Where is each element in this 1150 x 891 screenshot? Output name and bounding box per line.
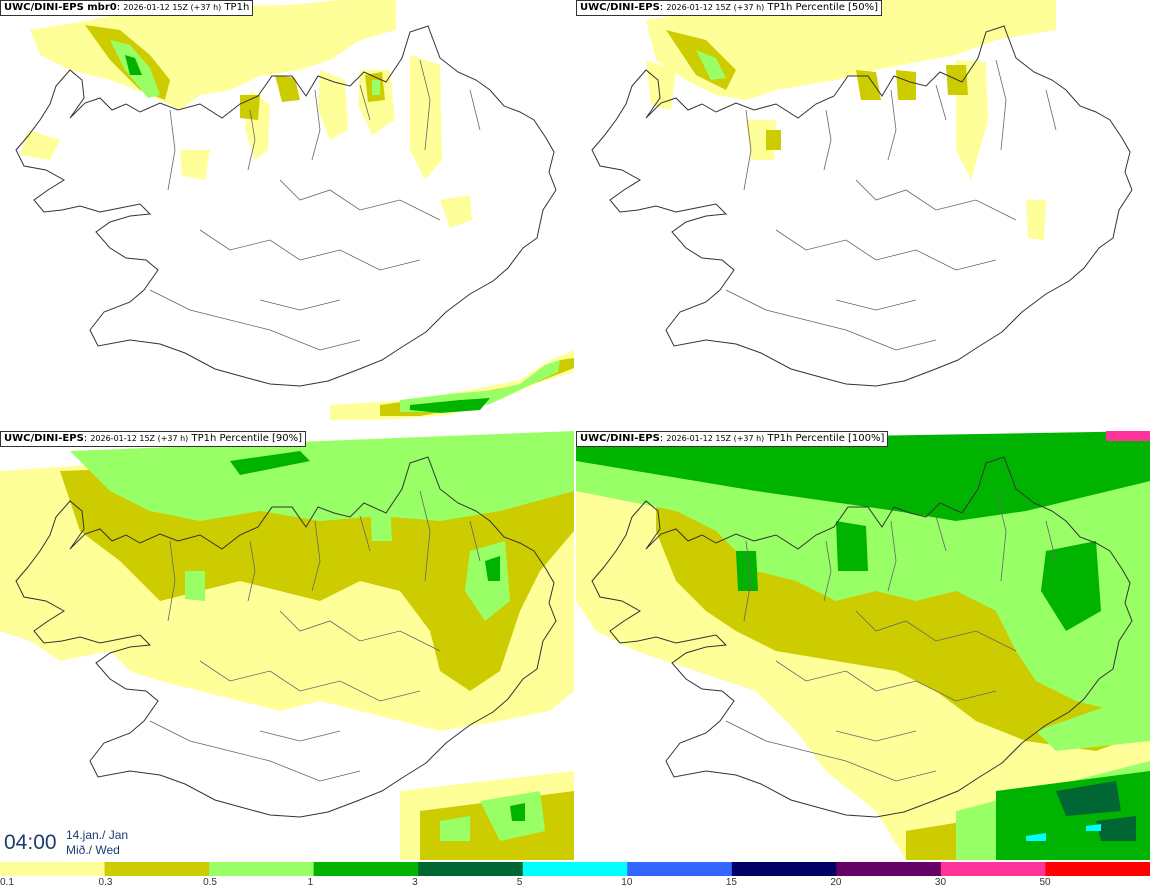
colorbar-swatch <box>418 862 524 876</box>
precip-map-p90 <box>0 431 574 860</box>
colorbar-tick-label: 0.5 <box>203 877 217 888</box>
colorbar-tick-label: 50 <box>1039 877 1051 888</box>
colorbar <box>0 862 1150 876</box>
colorbar-swatch <box>209 862 315 876</box>
colorbar-tick-label: 0.1 <box>0 877 14 888</box>
colorbar-tick-label: 0.3 <box>98 877 113 888</box>
colorbar-swatch <box>836 862 942 876</box>
colorbar-swatches <box>0 862 1150 876</box>
colorbar-swatch <box>1045 862 1150 876</box>
map-panel-p50: UWC/DINI-EPS: 2026-01-12 15Z (+37 h) TP1… <box>576 0 1150 429</box>
precip-map-p50 <box>576 0 1150 429</box>
valid-date-line2: Mið./ Wed <box>66 843 120 857</box>
valid-date: 14.jan./ Jan Mið./ Wed <box>66 828 128 858</box>
map-panel-p100: UWC/DINI-EPS: 2026-01-12 15Z (+37 h) TP1… <box>576 431 1150 860</box>
colorbar-swatch <box>0 862 106 876</box>
colorbar-tick-label: 20 <box>830 877 842 888</box>
colorbar-ticks: 0.1 0.3 0.5 1 3 5 10 15 20 30 50 <box>0 876 1150 891</box>
colorbar-swatch <box>940 862 1046 876</box>
panel-title: UWC/DINI-EPS mbr0: 2026-01-12 15Z (+37 h… <box>0 0 254 16</box>
precip-map-p100 <box>576 431 1150 860</box>
colorbar-swatch <box>313 862 419 876</box>
colorbar-swatch <box>522 862 628 876</box>
panel-title: UWC/DINI-EPS: 2026-01-12 15Z (+37 h) TP1… <box>0 431 307 447</box>
map-panel-mbr0: UWC/DINI-EPS mbr0: 2026-01-12 15Z (+37 h… <box>0 0 574 429</box>
colorbar-tick-label: 10 <box>621 877 633 888</box>
valid-time: 04:00 <box>4 831 57 854</box>
colorbar-swatch <box>627 862 733 876</box>
valid-time-box: 04:00 14.jan./ Jan Mið./ Wed <box>0 822 144 862</box>
colorbar-tick-label: 30 <box>934 877 947 888</box>
colorbar-tick-label: 3 <box>412 877 418 888</box>
map-panel-p90: UWC/DINI-EPS: 2026-01-12 15Z (+37 h) TP1… <box>0 431 574 860</box>
colorbar-tick-label: 5 <box>516 877 523 888</box>
colorbar-swatch <box>104 862 210 876</box>
panel-title: UWC/DINI-EPS: 2026-01-12 15Z (+37 h) TP1… <box>576 431 889 447</box>
valid-date-line1: 14.jan./ Jan <box>66 828 129 842</box>
panel-title: UWC/DINI-EPS: 2026-01-12 15Z (+37 h) TP1… <box>576 0 883 16</box>
colorbar-tick-label: 1 <box>307 877 314 888</box>
colorbar-swatch <box>731 862 837 876</box>
precip-map-mbr0 <box>0 0 574 429</box>
colorbar-tick-label: 15 <box>725 877 737 888</box>
